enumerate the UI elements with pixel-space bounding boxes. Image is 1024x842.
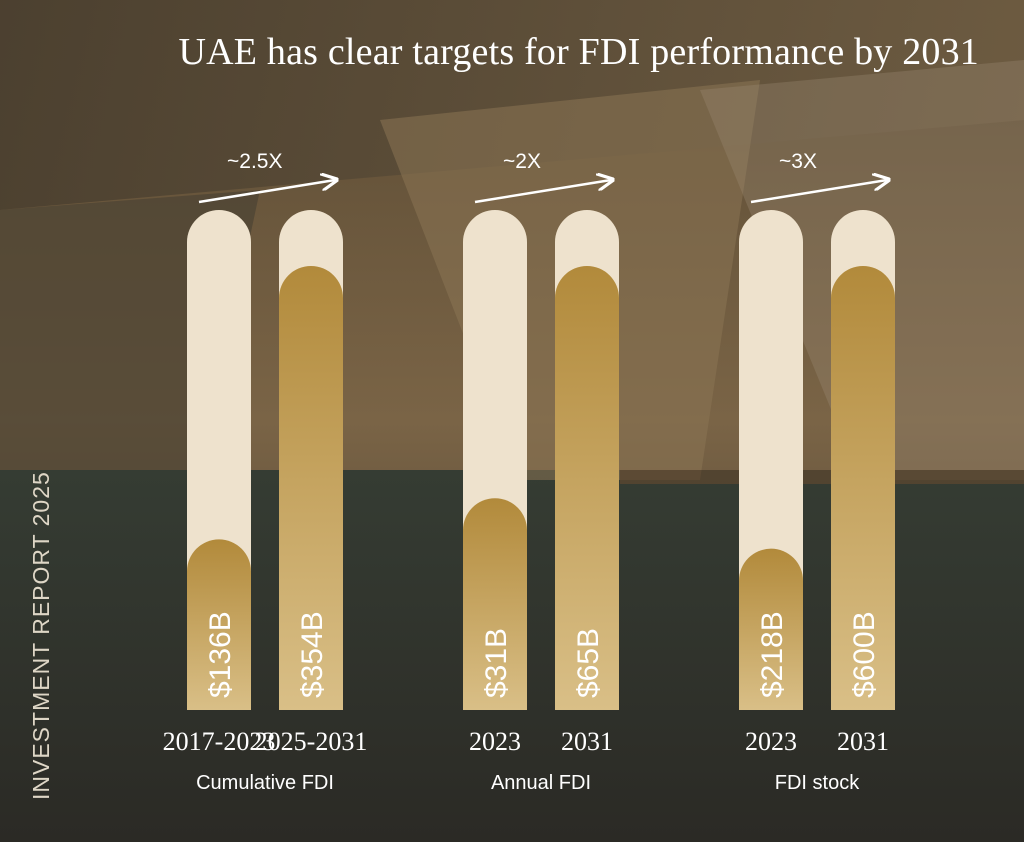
bar-value-label: $218B bbox=[756, 611, 789, 698]
bar-value-label: $600B bbox=[848, 611, 881, 698]
category-label: 2031 bbox=[837, 727, 889, 756]
bar bbox=[555, 266, 619, 710]
group-label: FDI stock bbox=[774, 772, 860, 794]
growth-arrow bbox=[198, 180, 335, 204]
growth-multiplier-label: ~2.5X bbox=[227, 150, 283, 173]
bar bbox=[187, 539, 251, 710]
bar bbox=[279, 266, 343, 710]
growth-multiplier-label: ~2X bbox=[503, 150, 541, 173]
bar-value-label: $31B bbox=[480, 628, 513, 698]
chart-title: UAE has clear targets for FDI performanc… bbox=[178, 31, 979, 73]
bar bbox=[831, 266, 895, 710]
bar bbox=[463, 498, 527, 710]
bar bbox=[739, 548, 803, 710]
category-label: 2025-2031 bbox=[254, 727, 368, 756]
bar-value-label: $136B bbox=[204, 611, 237, 698]
bar-value-label: $65B bbox=[572, 628, 605, 698]
category-label: 2023 bbox=[745, 727, 797, 756]
bar-value-label: $354B bbox=[296, 611, 329, 698]
group-label: Cumulative FDI bbox=[196, 772, 334, 794]
group-label: Annual FDI bbox=[490, 772, 592, 794]
growth-arrow bbox=[750, 180, 887, 204]
growth-arrow bbox=[474, 180, 611, 204]
category-label: 2031 bbox=[561, 727, 613, 756]
category-label: 2023 bbox=[469, 727, 521, 756]
category-label: 2017-2023 bbox=[162, 727, 276, 756]
growth-multiplier-label: ~3X bbox=[779, 150, 817, 173]
